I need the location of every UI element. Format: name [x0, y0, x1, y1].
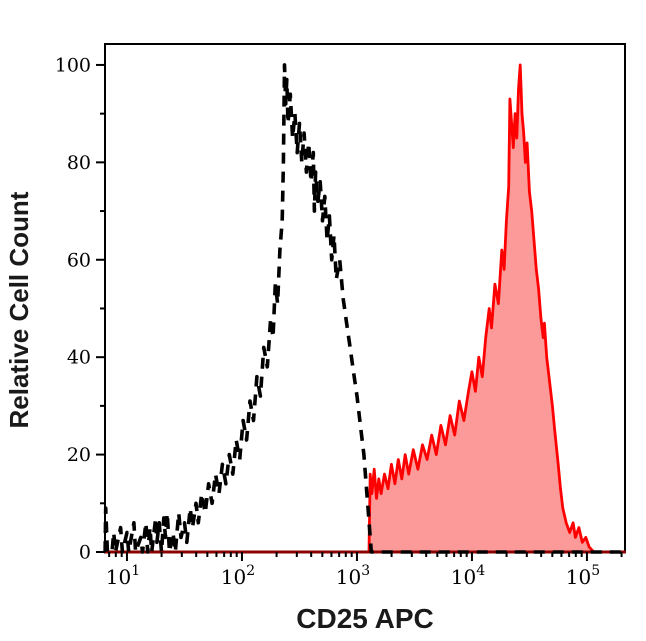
- stained-histogram-outline: [105, 63, 625, 554]
- y-tick-label: 20: [67, 444, 91, 466]
- x-tick-label: 104: [451, 563, 485, 589]
- plot-frame: [104, 43, 626, 552]
- x-tick-label: 103: [336, 563, 370, 589]
- x-axis-title: CD25 APC: [296, 603, 433, 634]
- control-histogram-outline: [103, 63, 625, 554]
- y-tick-label: 40: [67, 347, 91, 369]
- y-axis-title: Relative Cell Count: [4, 191, 34, 428]
- y-tick-label: 0: [79, 542, 91, 564]
- x-tick-label: 101: [106, 563, 140, 589]
- stained-histogram-fill: [105, 64, 625, 553]
- y-tick-label: 80: [67, 152, 91, 174]
- x-tick-label: 102: [221, 563, 255, 589]
- x-tick-label: 105: [566, 563, 600, 589]
- y-tick-label: 100: [55, 54, 91, 76]
- y-tick-label: 60: [67, 249, 91, 271]
